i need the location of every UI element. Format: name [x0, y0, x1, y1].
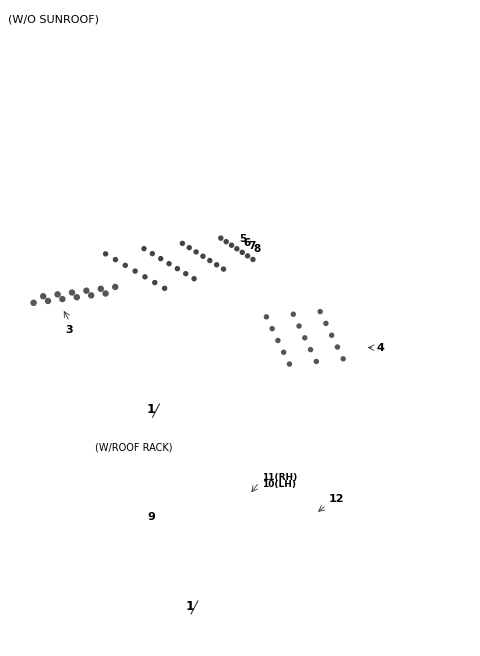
Polygon shape — [122, 466, 346, 604]
Polygon shape — [271, 331, 339, 344]
Circle shape — [60, 297, 65, 302]
Text: 10(LH): 10(LH) — [262, 480, 296, 489]
Circle shape — [150, 252, 155, 256]
Circle shape — [192, 277, 196, 281]
Circle shape — [41, 294, 46, 298]
Circle shape — [264, 315, 268, 319]
Text: 3: 3 — [66, 325, 73, 335]
Circle shape — [224, 239, 228, 243]
Circle shape — [84, 288, 89, 293]
Polygon shape — [259, 308, 327, 321]
Circle shape — [70, 290, 74, 295]
Text: 5: 5 — [239, 234, 246, 245]
Circle shape — [330, 333, 334, 337]
Circle shape — [187, 245, 191, 250]
Text: 12: 12 — [329, 494, 344, 504]
Circle shape — [309, 348, 312, 352]
Text: 6: 6 — [244, 237, 251, 248]
Circle shape — [104, 252, 108, 256]
Circle shape — [291, 312, 295, 316]
Circle shape — [74, 295, 79, 300]
Circle shape — [103, 291, 108, 296]
Circle shape — [184, 272, 188, 276]
Circle shape — [31, 300, 36, 305]
Polygon shape — [132, 245, 255, 284]
Polygon shape — [101, 235, 240, 266]
Text: 4: 4 — [377, 342, 384, 353]
Circle shape — [270, 327, 274, 331]
Circle shape — [251, 257, 255, 262]
Circle shape — [219, 236, 223, 240]
Circle shape — [324, 321, 328, 325]
Text: 1: 1 — [185, 600, 194, 613]
Circle shape — [46, 298, 50, 304]
Text: 7: 7 — [249, 241, 256, 251]
Circle shape — [133, 269, 137, 273]
Circle shape — [89, 293, 94, 298]
Circle shape — [163, 286, 167, 291]
Circle shape — [282, 350, 286, 354]
Polygon shape — [305, 514, 327, 524]
Polygon shape — [26, 285, 113, 312]
Circle shape — [180, 241, 184, 245]
Polygon shape — [152, 251, 265, 297]
Circle shape — [288, 362, 291, 366]
Circle shape — [113, 258, 118, 262]
Circle shape — [336, 345, 339, 349]
Polygon shape — [235, 494, 264, 506]
Circle shape — [143, 275, 147, 279]
Circle shape — [175, 267, 180, 271]
Circle shape — [201, 255, 205, 258]
Text: 8: 8 — [253, 244, 261, 255]
Polygon shape — [121, 241, 251, 278]
Polygon shape — [259, 295, 365, 387]
Circle shape — [153, 281, 157, 285]
Polygon shape — [111, 238, 246, 272]
Polygon shape — [137, 487, 166, 499]
Polygon shape — [265, 319, 333, 333]
Polygon shape — [91, 232, 236, 260]
Circle shape — [215, 263, 219, 267]
Circle shape — [208, 258, 212, 262]
Circle shape — [167, 262, 171, 266]
Circle shape — [235, 247, 239, 251]
Polygon shape — [50, 262, 307, 423]
Circle shape — [221, 267, 226, 271]
Text: (W/O SUNROOF): (W/O SUNROOF) — [8, 14, 99, 24]
Text: 11(RH): 11(RH) — [262, 472, 297, 482]
Circle shape — [297, 324, 301, 328]
Circle shape — [98, 286, 103, 291]
Circle shape — [341, 357, 345, 361]
Circle shape — [159, 256, 163, 260]
Circle shape — [318, 310, 322, 314]
Text: 1: 1 — [147, 403, 156, 416]
Circle shape — [55, 292, 60, 297]
Bar — [89, 433, 468, 636]
Circle shape — [113, 285, 118, 289]
Circle shape — [194, 250, 198, 254]
Circle shape — [303, 336, 307, 340]
Circle shape — [276, 338, 280, 342]
Circle shape — [246, 254, 250, 258]
Polygon shape — [276, 343, 345, 356]
Text: 9: 9 — [147, 512, 155, 522]
Circle shape — [123, 263, 127, 268]
Circle shape — [229, 243, 233, 247]
Polygon shape — [36, 279, 122, 305]
Circle shape — [240, 251, 244, 255]
Circle shape — [314, 359, 318, 363]
Circle shape — [142, 247, 146, 251]
Polygon shape — [142, 248, 261, 290]
Polygon shape — [282, 355, 350, 368]
Text: (W/ROOF RACK): (W/ROOF RACK) — [95, 443, 172, 453]
